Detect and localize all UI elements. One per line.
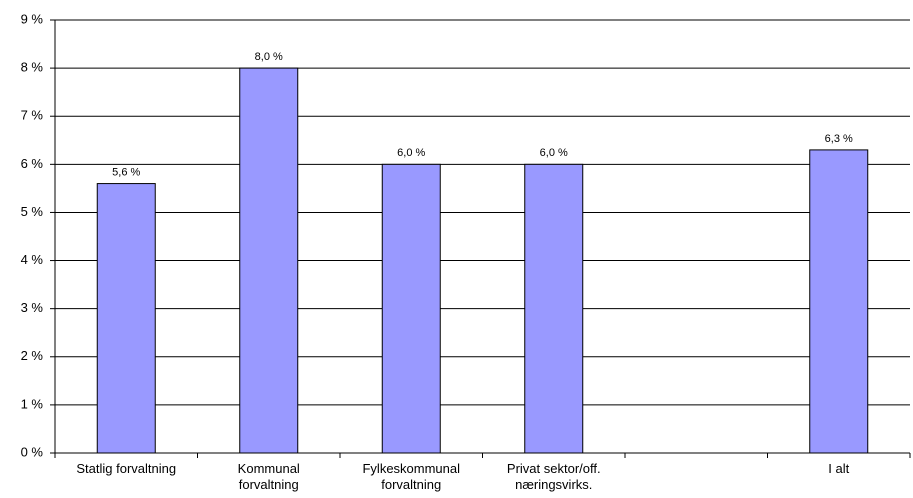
bar: [239, 67, 299, 454]
y-tick-label: 9 %: [21, 11, 44, 26]
x-tick-label: Privat sektor/off. næringsvirks.: [506, 461, 601, 492]
value-label: 6,3 %: [825, 133, 853, 145]
bar: [809, 149, 869, 454]
y-tick-label: 1 %: [21, 396, 44, 411]
bar: [524, 163, 584, 454]
y-tick-label: 7 %: [21, 108, 44, 123]
value-label: 6,0 %: [540, 147, 568, 159]
y-tick-label: 8 %: [21, 60, 44, 75]
y-tick-label: 0 %: [21, 444, 44, 459]
x-tick-label: Statlig forvaltning: [76, 461, 177, 476]
value-label: 8,0 %: [255, 51, 283, 63]
y-tick-label: 5 %: [21, 204, 44, 219]
value-label: 5,6 %: [112, 166, 140, 178]
bar: [381, 163, 441, 454]
x-tick-label: Kommunal forvaltning: [237, 461, 300, 492]
x-tick-label: I alt: [828, 461, 850, 476]
y-tick-label: 6 %: [21, 156, 44, 171]
value-label: 6,0 %: [397, 147, 425, 159]
bar: [96, 183, 156, 454]
y-tick-label: 4 %: [21, 252, 44, 267]
x-tick-label: Fylkeskommunal forvaltning: [362, 461, 461, 492]
y-tick-label: 2 %: [21, 348, 44, 363]
y-tick-label: 3 %: [21, 300, 44, 315]
